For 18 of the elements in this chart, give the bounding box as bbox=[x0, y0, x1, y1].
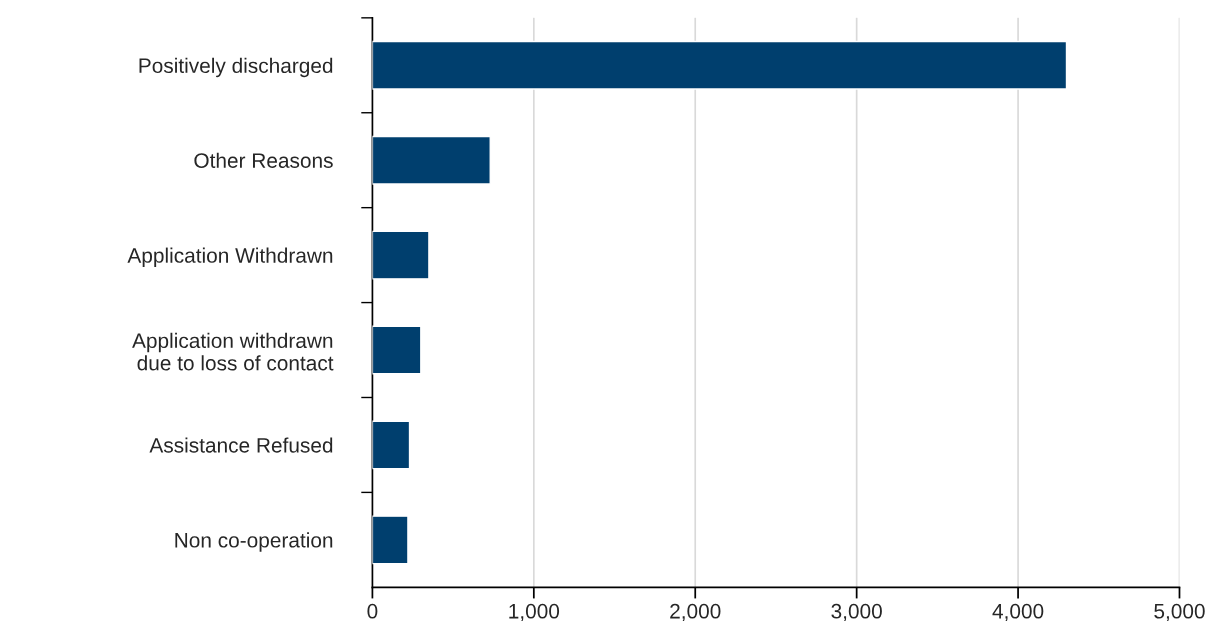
bar bbox=[372, 420, 411, 470]
bar bbox=[372, 230, 430, 280]
y-tick-label: Application Withdrawn bbox=[127, 247, 333, 267]
x-tick-label: 0 bbox=[367, 603, 378, 619]
x-tick-label: 5,000 bbox=[1154, 603, 1205, 622]
bar bbox=[372, 325, 422, 375]
bar bbox=[372, 40, 1068, 90]
y-tick-label: Positively discharged bbox=[139, 57, 333, 78]
y-tick-label: Assistance Refused bbox=[149, 437, 333, 453]
x-tick-label: 1,000 bbox=[509, 603, 560, 622]
x-tick-label: 4,000 bbox=[992, 603, 1044, 622]
bar bbox=[372, 135, 491, 185]
x-tick-label: 2,000 bbox=[670, 603, 721, 622]
y-tick-label: Application withdrawn due to loss of contact bbox=[132, 332, 334, 371]
y-tick-label: Other Reasons bbox=[194, 152, 333, 168]
y-tick-label: Non co-operation bbox=[175, 532, 333, 552]
x-tick-label: 3,000 bbox=[831, 603, 882, 622]
bar bbox=[372, 515, 409, 565]
